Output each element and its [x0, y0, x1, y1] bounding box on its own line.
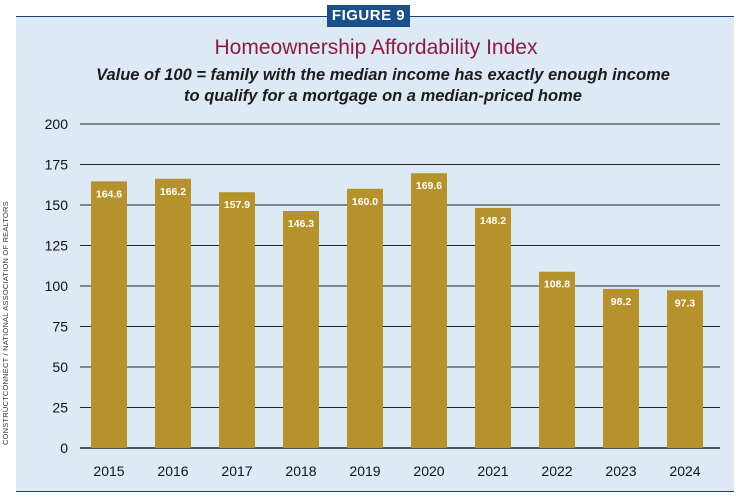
bar	[539, 271, 575, 448]
chart-title: Homeownership Affordability Index	[214, 36, 538, 59]
y-tick-label: 150	[45, 197, 69, 213]
subtitle-line-1: Value of 100 = family with the median in…	[96, 66, 670, 84]
x-tick-label: 2018	[285, 463, 316, 479]
y-tick-label: 200	[45, 116, 69, 132]
bar-value-label: 97.3	[675, 297, 696, 309]
bar	[155, 178, 191, 449]
figure-label: FIGURE 9	[327, 5, 410, 27]
x-tick-label: 2024	[669, 463, 700, 479]
y-tick-label: 175	[45, 157, 69, 173]
y-tick-label: 125	[45, 238, 69, 254]
bar-value-label: 166.2	[160, 186, 186, 198]
bar	[219, 192, 255, 448]
x-tick-label: 2021	[477, 463, 508, 479]
bar-value-label: 148.2	[480, 215, 506, 227]
y-axis-ticks: 0 25 50 75 100 125 150 175 200	[45, 116, 69, 456]
bar	[283, 210, 319, 448]
bar-value-label: 98.2	[611, 296, 632, 308]
x-axis-ticks: 2015 2016 2017 2018 2019 2020 2021 2022 2023 2024	[93, 463, 700, 479]
y-tick-label: 100	[45, 278, 69, 294]
y-tick-label: 50	[52, 359, 68, 375]
x-tick-label: 2022	[541, 463, 572, 479]
subtitle-line-2: to qualify for a mortgage on a median-pr…	[184, 87, 582, 105]
bar-value-label: 108.8	[544, 279, 570, 291]
chart-subtitle: Value of 100 = family with the median in…	[50, 65, 716, 107]
y-tick-label: 75	[52, 319, 68, 335]
bar-value-label: 146.3	[288, 218, 314, 230]
x-tick-label: 2016	[157, 463, 188, 479]
x-tick-label: 2019	[349, 463, 380, 479]
x-tick-label: 2017	[221, 463, 252, 479]
bar-value-label: 160.0	[352, 196, 378, 208]
bar	[667, 290, 703, 448]
bar-value-label: 157.9	[224, 199, 250, 211]
x-tick-label: 2015	[93, 463, 124, 479]
bar	[603, 288, 639, 448]
bar	[475, 207, 511, 448]
bar	[411, 173, 447, 449]
y-tick-label: 25	[52, 400, 68, 416]
x-tick-label: 2023	[605, 463, 636, 479]
bar-value-label: 169.6	[416, 180, 442, 192]
x-tick-label: 2020	[413, 463, 444, 479]
bar	[347, 188, 383, 449]
y-tick-label: 0	[60, 440, 68, 456]
bar-value-label: 164.6	[96, 188, 122, 200]
bar	[91, 181, 127, 448]
bars: 164.6 166.2 157.9 146.3 160.0 169.6 148.2 108.8…	[91, 173, 703, 449]
